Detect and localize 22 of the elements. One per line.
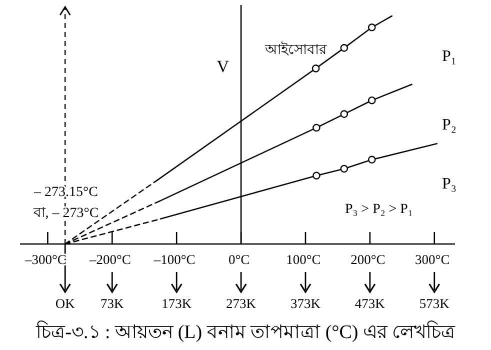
text: P₂ (442, 116, 456, 134)
x2-tick-label: 73K (100, 296, 124, 311)
text: চিত্র-৩.১ : আয়তন (L) বনাম তাপমাত্রা (°C) এর লেখচিত্র (35, 321, 456, 343)
x-tick-label: –200°C (88, 252, 131, 267)
x-tick-label: 200°C (350, 252, 386, 267)
x2-tick-label: 473K (354, 296, 386, 311)
annotation: – 273.15°C (33, 185, 98, 200)
y-axis-title: V (216, 57, 230, 76)
x2-tick-label: 173K (162, 296, 192, 311)
x2-tick-label: 273K (226, 296, 256, 311)
x-tick-label: –100°C (152, 252, 196, 267)
x2-tick-label: 373K (290, 296, 321, 311)
text: P₃ (442, 176, 456, 193)
text: P₁ (442, 48, 456, 65)
x-tick-label: 300°C (415, 252, 450, 267)
annotation: আইসোবার (264, 41, 327, 58)
annotation: বা, – 273°C (32, 206, 99, 221)
x2-tick-label: 573K (419, 296, 450, 311)
x2-tick-label: OK (55, 296, 76, 311)
x-tick-label: 0°C (228, 252, 250, 267)
annotation: P₃ > P₂ > P₁ (345, 202, 413, 217)
x-tick-label: 100°C (286, 252, 321, 267)
